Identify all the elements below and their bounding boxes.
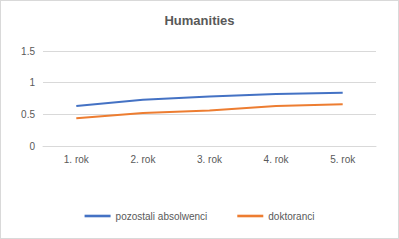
svg-text:0.5: 0.5 <box>21 109 35 120</box>
svg-text:1: 1 <box>29 77 35 88</box>
svg-text:2. rok: 2. rok <box>130 154 156 165</box>
svg-text:0: 0 <box>29 141 35 152</box>
svg-text:1. rok: 1. rok <box>64 154 90 165</box>
svg-text:pozostali absolwenci: pozostali absolwenci <box>116 211 208 222</box>
svg-text:Humanities: Humanities <box>164 13 234 28</box>
svg-text:doktoranci: doktoranci <box>268 211 314 222</box>
svg-text:5. rok: 5. rok <box>330 154 356 165</box>
svg-text:4. rok: 4. rok <box>264 154 290 165</box>
svg-text:3. rok: 3. rok <box>197 154 223 165</box>
svg-text:1.5: 1.5 <box>21 46 35 57</box>
